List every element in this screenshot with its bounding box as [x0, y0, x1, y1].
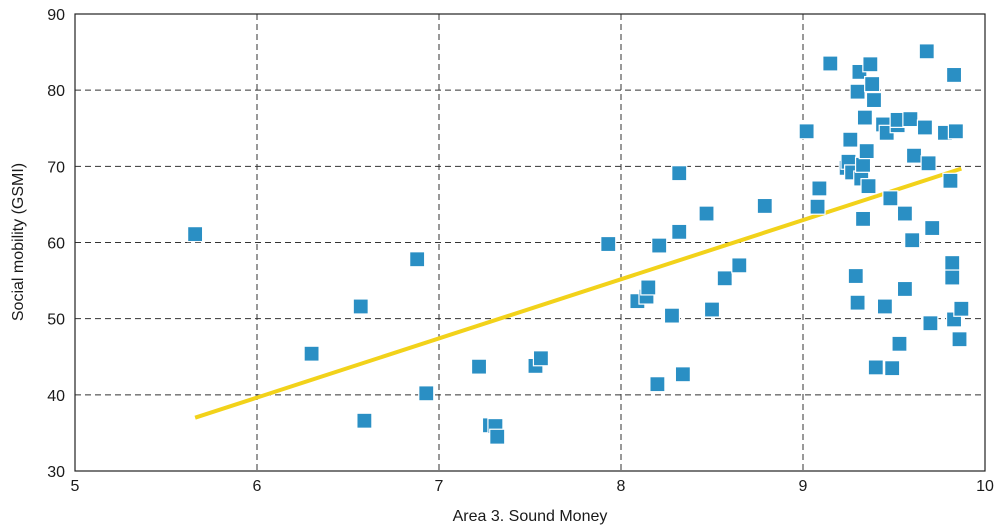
- plot-frame: [74, 13, 986, 472]
- y-axis-label: Social mobility (GSMI): [10, 163, 27, 321]
- data-point: [187, 226, 204, 243]
- data-point: [849, 294, 866, 311]
- data-point: [920, 155, 937, 172]
- y-tick-label: 90: [47, 7, 65, 24]
- data-point: [809, 198, 826, 215]
- data-point: [947, 123, 964, 140]
- data-point: [356, 412, 373, 429]
- data-point: [854, 156, 872, 173]
- data-points: [187, 43, 970, 445]
- data-point: [916, 119, 934, 136]
- data-point: [918, 43, 935, 60]
- data-point: [945, 66, 963, 84]
- x-tick-label: 7: [435, 478, 444, 495]
- data-point: [703, 301, 721, 318]
- y-tick-label: 80: [47, 83, 65, 100]
- data-point: [731, 257, 748, 274]
- data-point: [944, 254, 961, 272]
- data-point: [640, 279, 657, 296]
- data-point: [953, 300, 970, 317]
- x-tick-label: 5: [71, 478, 80, 495]
- data-point: [663, 307, 681, 324]
- x-axis-ticks: 5 6 7 8 9 10: [71, 478, 994, 495]
- data-point: [922, 315, 939, 332]
- data-point: [891, 335, 908, 352]
- y-axis-ticks: 30 40 50 60 70 80 90: [47, 7, 65, 481]
- data-point: [756, 197, 773, 215]
- data-point: [854, 210, 872, 227]
- data-point: [671, 223, 688, 240]
- x-tick-label: 10: [976, 478, 994, 495]
- y-tick-label: 50: [47, 312, 65, 329]
- data-point: [716, 270, 733, 287]
- data-point: [600, 235, 617, 253]
- data-point: [409, 251, 426, 268]
- data-point: [822, 55, 839, 72]
- x-tick-label: 6: [253, 478, 262, 495]
- trend-line: [194, 166, 962, 420]
- data-point: [798, 123, 815, 140]
- x-axis-label: Area 3. Sound Money: [453, 508, 608, 525]
- data-point: [847, 267, 864, 285]
- data-point: [698, 205, 715, 222]
- data-point: [860, 178, 877, 195]
- data-point: [942, 172, 959, 189]
- data-point: [904, 232, 921, 249]
- data-point: [858, 143, 875, 160]
- data-point: [849, 83, 866, 100]
- x-tick-label: 9: [799, 478, 808, 495]
- data-point: [867, 359, 884, 376]
- data-point: [856, 109, 873, 126]
- data-point: [896, 205, 914, 222]
- data-point: [865, 91, 883, 109]
- data-point: [944, 269, 961, 286]
- data-point: [902, 111, 919, 128]
- data-point: [489, 428, 506, 445]
- data-point: [811, 180, 828, 197]
- data-point: [303, 345, 320, 362]
- trendline-layer: [194, 166, 962, 420]
- data-point: [864, 75, 881, 93]
- data-point: [418, 385, 435, 402]
- data-point: [842, 131, 859, 148]
- data-point: [951, 331, 968, 348]
- y-tick-label: 60: [47, 236, 65, 253]
- y-tick-label: 40: [47, 388, 65, 405]
- data-point: [651, 237, 668, 254]
- y-tick-label: 30: [47, 464, 65, 481]
- data-point: [352, 298, 369, 315]
- data-point: [905, 147, 923, 164]
- data-point: [470, 358, 488, 375]
- x-tick-label: 8: [617, 478, 626, 495]
- data-point: [532, 350, 550, 367]
- y-tick-label: 70: [47, 159, 65, 176]
- data-point: [671, 165, 688, 182]
- data-point: [674, 366, 691, 383]
- data-point: [896, 280, 914, 298]
- data-point: [862, 56, 879, 73]
- data-point: [884, 360, 901, 377]
- grid: [75, 14, 985, 471]
- data-point: [876, 298, 894, 315]
- data-point: [882, 190, 899, 207]
- data-point: [649, 376, 666, 393]
- data-point: [924, 219, 941, 237]
